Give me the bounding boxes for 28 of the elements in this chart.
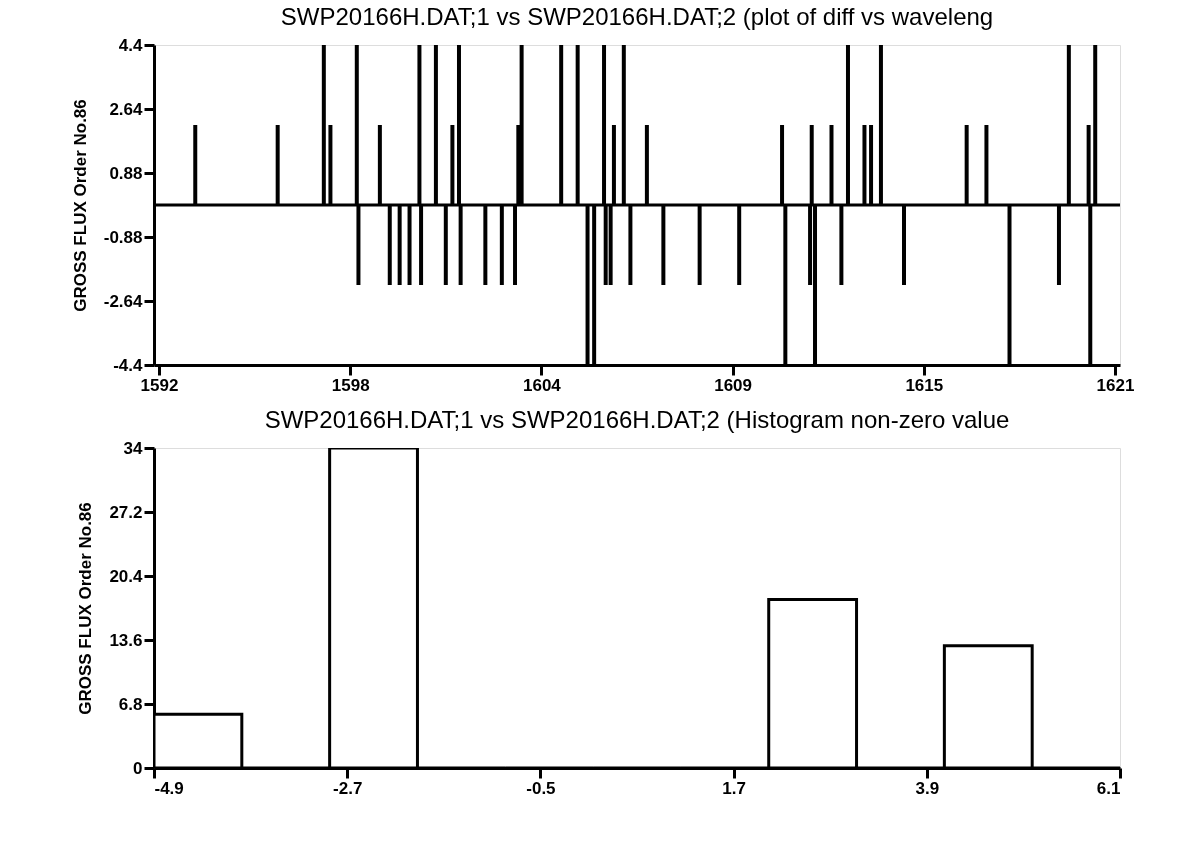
y-tick-label: 2.64 (109, 99, 144, 119)
y-tick-label: 0 (133, 758, 143, 778)
y-tick-label: 6.8 (118, 694, 143, 714)
y-tick-label: 20.4 (109, 566, 144, 586)
y-tick-label: 0.88 (109, 163, 143, 183)
x-tick-label: -4.9 (154, 778, 184, 798)
x-tick-label: 1592 (140, 375, 179, 395)
y-axis-title: GROSS FLUX Order No.86 (76, 502, 96, 715)
x-tick-label: -2.7 (333, 778, 363, 798)
x-tick-label: 1.7 (722, 778, 746, 798)
x-tick-label: 1609 (714, 375, 753, 395)
y-tick-label: 13.6 (109, 630, 143, 650)
x-tick-label: 1598 (331, 375, 370, 395)
x-tick-label: 1604 (522, 375, 562, 395)
chart-title: SWP20166H.DAT;1 vs SWP20166H.DAT;2 (Histogram non-zero value (264, 406, 1010, 433)
y-tick-label: -2.64 (103, 291, 144, 311)
y-tick-label: 34 (123, 438, 144, 458)
y-tick-label: -4.4 (113, 355, 144, 375)
y-tick-label: -0.88 (103, 227, 143, 247)
y-tick-label: 27.2 (109, 502, 143, 522)
x-tick-label: -0.5 (526, 778, 556, 798)
y-tick-label: 4.4 (118, 35, 144, 55)
chart-title: SWP20166H.DAT;1 vs SWP20166H.DAT;2 (plot of diff vs waveleng (280, 3, 994, 30)
y-axis-title: GROSS FLUX Order No.86 (70, 99, 90, 312)
x-tick-label: 1615 (905, 375, 944, 395)
x-tick-label: 3.9 (915, 778, 940, 798)
x-tick-label: 1621 (1096, 375, 1135, 395)
x-tick-label: 6.1 (1096, 778, 1121, 798)
